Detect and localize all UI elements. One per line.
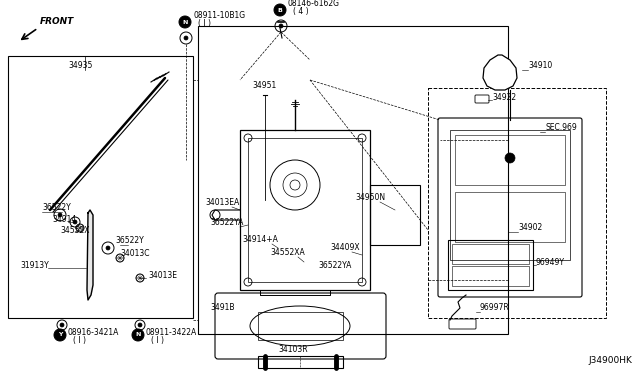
Circle shape — [184, 36, 188, 40]
Bar — [452, 266, 529, 286]
Bar — [258, 356, 343, 368]
Circle shape — [132, 329, 144, 341]
Bar — [455, 135, 565, 185]
Circle shape — [274, 4, 286, 16]
Text: 34902: 34902 — [518, 223, 542, 232]
Bar — [448, 240, 533, 290]
Bar — [248, 138, 362, 282]
Circle shape — [179, 16, 191, 28]
Text: 34013EA: 34013EA — [205, 198, 239, 207]
Text: N: N — [135, 333, 141, 337]
Circle shape — [505, 153, 515, 163]
Bar — [450, 130, 570, 260]
Text: Y: Y — [58, 333, 62, 337]
Text: 34922: 34922 — [492, 93, 516, 102]
Text: B: B — [278, 7, 282, 13]
Polygon shape — [87, 210, 93, 300]
Text: 34914+A: 34914+A — [242, 235, 278, 244]
Bar — [240, 130, 370, 290]
Text: 34910: 34910 — [528, 61, 552, 70]
Text: J34900HK: J34900HK — [588, 356, 632, 365]
Circle shape — [58, 213, 62, 217]
Circle shape — [138, 323, 142, 327]
Circle shape — [54, 329, 66, 341]
Text: 34552X: 34552X — [60, 226, 90, 235]
Text: 08146-6162G: 08146-6162G — [288, 0, 340, 8]
Text: 34552XA: 34552XA — [270, 248, 305, 257]
Text: 08916-3421A: 08916-3421A — [68, 328, 120, 337]
Text: 36522YA: 36522YA — [210, 218, 243, 227]
Text: 34951: 34951 — [252, 81, 276, 90]
Circle shape — [60, 323, 64, 327]
Text: N: N — [182, 19, 188, 25]
Text: FRONT: FRONT — [40, 17, 74, 26]
Text: 08911-10B1G: 08911-10B1G — [193, 11, 245, 20]
Text: 34914: 34914 — [52, 215, 76, 224]
Text: 34013E: 34013E — [148, 271, 177, 280]
Text: 3491B: 3491B — [210, 303, 234, 312]
Bar — [370, 185, 420, 245]
Bar — [258, 312, 343, 340]
Text: 96997R: 96997R — [480, 303, 509, 312]
Text: 36522YA: 36522YA — [318, 261, 351, 270]
Polygon shape — [483, 55, 517, 90]
Text: 34409X: 34409X — [330, 243, 360, 252]
Circle shape — [106, 246, 110, 250]
Text: 36522Y: 36522Y — [115, 236, 144, 245]
Text: ( I ): ( I ) — [73, 336, 86, 345]
Bar — [428, 88, 606, 318]
Text: 36522Y: 36522Y — [42, 203, 71, 212]
Text: ( I ): ( I ) — [198, 19, 211, 28]
Circle shape — [279, 24, 283, 28]
Text: 34935: 34935 — [68, 61, 92, 70]
Text: 34103R: 34103R — [278, 345, 308, 354]
Text: ( 4 ): ( 4 ) — [293, 7, 308, 16]
Bar — [8, 56, 193, 318]
Text: SEC.969: SEC.969 — [545, 123, 577, 132]
Text: ( I ): ( I ) — [151, 336, 164, 345]
Text: 34950N: 34950N — [355, 193, 385, 202]
Text: 34013C: 34013C — [120, 249, 150, 258]
Text: 96949Y: 96949Y — [536, 258, 565, 267]
Text: 08911-3422A: 08911-3422A — [146, 328, 197, 337]
Circle shape — [73, 220, 77, 224]
Bar — [455, 192, 565, 242]
Bar — [452, 244, 529, 264]
Text: 31913Y: 31913Y — [20, 261, 49, 270]
Bar — [198, 26, 508, 334]
